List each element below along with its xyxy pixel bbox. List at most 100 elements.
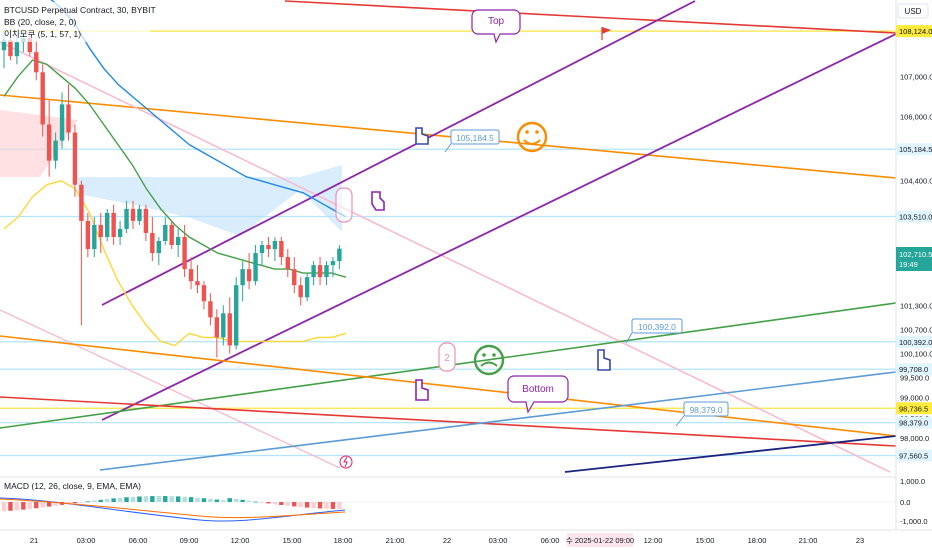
candle[interactable] bbox=[1, 40, 7, 51]
candle[interactable] bbox=[330, 261, 336, 266]
candle[interactable] bbox=[14, 42, 20, 57]
annotation-number-label: 2 bbox=[444, 353, 450, 364]
crosshair-time: 수 2025-01-22 09:00 bbox=[566, 536, 634, 545]
candle[interactable] bbox=[85, 220, 91, 250]
candle[interactable] bbox=[27, 38, 32, 53]
candle[interactable] bbox=[324, 265, 329, 278]
candle[interactable] bbox=[117, 228, 123, 237]
macd-legend: MACD (12, 26, close, 9, EMA, EMA) bbox=[4, 481, 141, 491]
candle[interactable] bbox=[195, 281, 200, 286]
macd-bar bbox=[46, 502, 52, 507]
level-tag-box bbox=[896, 210, 932, 223]
time-tick-label: 06:00 bbox=[129, 536, 148, 545]
current-countdown: 19:49 bbox=[899, 260, 918, 269]
flag-icon[interactable] bbox=[601, 27, 611, 40]
candle[interactable] bbox=[79, 184, 84, 221]
macd-bar bbox=[8, 502, 13, 511]
candle[interactable] bbox=[66, 104, 71, 133]
candle[interactable] bbox=[188, 269, 194, 282]
trend-line-blue-rising[interactable] bbox=[99, 371, 897, 471]
hand-pointer-icon[interactable] bbox=[597, 349, 611, 371]
annotation-price-98379[interactable]: 98,379.0 bbox=[675, 401, 729, 427]
candle[interactable] bbox=[34, 52, 39, 73]
trend-line-purple-lower[interactable] bbox=[101, 33, 897, 421]
candle[interactable] bbox=[240, 269, 245, 286]
trend-line-pink-upper[interactable] bbox=[0, 41, 891, 473]
candle[interactable] bbox=[143, 208, 149, 233]
candle[interactable] bbox=[337, 248, 342, 262]
candle[interactable] bbox=[285, 257, 290, 270]
candle[interactable] bbox=[8, 40, 13, 57]
smiley-sad-icon[interactable] bbox=[473, 344, 505, 376]
candle[interactable] bbox=[246, 269, 252, 282]
candle[interactable] bbox=[208, 301, 213, 318]
candle[interactable] bbox=[175, 236, 181, 246]
trend-line-pink-lower[interactable] bbox=[0, 309, 341, 469]
candle[interactable] bbox=[163, 224, 168, 242]
candle[interactable] bbox=[98, 224, 103, 237]
annotation-price-100392[interactable]: 100,392.0 bbox=[625, 318, 683, 344]
candle[interactable] bbox=[272, 241, 278, 250]
trend-line-red-lower[interactable] bbox=[0, 396, 897, 447]
price-tick-label: 100,100.0 bbox=[900, 349, 932, 358]
candle[interactable] bbox=[234, 285, 239, 346]
candle[interactable] bbox=[40, 72, 45, 125]
trend-line-purple-upper[interactable] bbox=[101, 0, 696, 306]
candle[interactable] bbox=[46, 124, 52, 161]
macd-bar bbox=[324, 502, 329, 509]
price-tick-label: 100,700.0 bbox=[900, 325, 932, 334]
candle[interactable] bbox=[311, 265, 316, 278]
candle[interactable] bbox=[259, 245, 265, 254]
trend-line-red-top[interactable] bbox=[284, 0, 897, 34]
annotation-pill-pink[interactable] bbox=[335, 187, 353, 223]
candle[interactable] bbox=[253, 253, 258, 282]
macd-bar bbox=[169, 496, 174, 502]
trend-line-orange-lower[interactable] bbox=[0, 335, 897, 437]
hand-pointer-icon[interactable] bbox=[415, 127, 429, 145]
candle[interactable] bbox=[130, 208, 136, 221]
macd-bar bbox=[53, 502, 58, 506]
candle[interactable] bbox=[111, 212, 116, 237]
candle[interactable] bbox=[156, 241, 161, 254]
level-tag-box bbox=[896, 416, 932, 429]
annotation-price-105184[interactable]: 105,184.5 bbox=[444, 129, 500, 153]
candle[interactable] bbox=[298, 285, 303, 298]
smiley-happy-icon[interactable] bbox=[516, 121, 548, 153]
candle[interactable] bbox=[266, 245, 271, 250]
lightning-icon[interactable] bbox=[339, 455, 353, 469]
candle[interactable] bbox=[105, 212, 110, 237]
macd-histogram bbox=[1, 496, 342, 512]
macd-bar bbox=[1, 502, 7, 512]
annotation-bottom-callout[interactable]: Bottom bbox=[507, 375, 569, 414]
currency-button[interactable]: USD bbox=[897, 3, 929, 19]
candle[interactable] bbox=[72, 132, 78, 185]
candle[interactable] bbox=[59, 104, 65, 141]
candle[interactable] bbox=[53, 140, 58, 161]
candle[interactable] bbox=[182, 236, 187, 270]
annotation-number-2[interactable]: 2 bbox=[438, 342, 456, 372]
candle[interactable] bbox=[201, 285, 207, 302]
candle[interactable] bbox=[124, 208, 129, 229]
price-tick-label: 107,000.0 bbox=[900, 72, 932, 81]
candle[interactable] bbox=[279, 241, 284, 258]
candle[interactable] bbox=[169, 224, 174, 246]
macd-bar bbox=[279, 502, 284, 506]
candle[interactable] bbox=[304, 277, 310, 298]
candle[interactable] bbox=[221, 313, 226, 338]
trend-line-orange-upper[interactable] bbox=[0, 94, 897, 179]
time-tick-label: 22 bbox=[443, 536, 451, 545]
candle[interactable] bbox=[92, 224, 97, 250]
candle[interactable] bbox=[150, 232, 155, 254]
candle[interactable] bbox=[317, 265, 323, 278]
macd-bar bbox=[105, 499, 110, 502]
annotation-top-callout[interactable]: Top bbox=[471, 9, 521, 44]
time-axis[interactable]: 21 03:00 06:00 09:00 12:00 15:00 18:00 21:00 22 0… bbox=[30, 536, 864, 545]
trend-line-navy-rising[interactable] bbox=[564, 435, 897, 473]
candle[interactable] bbox=[292, 269, 297, 286]
hand-pointer-icon[interactable] bbox=[415, 379, 429, 401]
candle[interactable] bbox=[227, 313, 232, 346]
candle[interactable] bbox=[214, 317, 220, 338]
candle[interactable] bbox=[137, 208, 142, 221]
hand-pointer-icon[interactable] bbox=[371, 191, 385, 211]
